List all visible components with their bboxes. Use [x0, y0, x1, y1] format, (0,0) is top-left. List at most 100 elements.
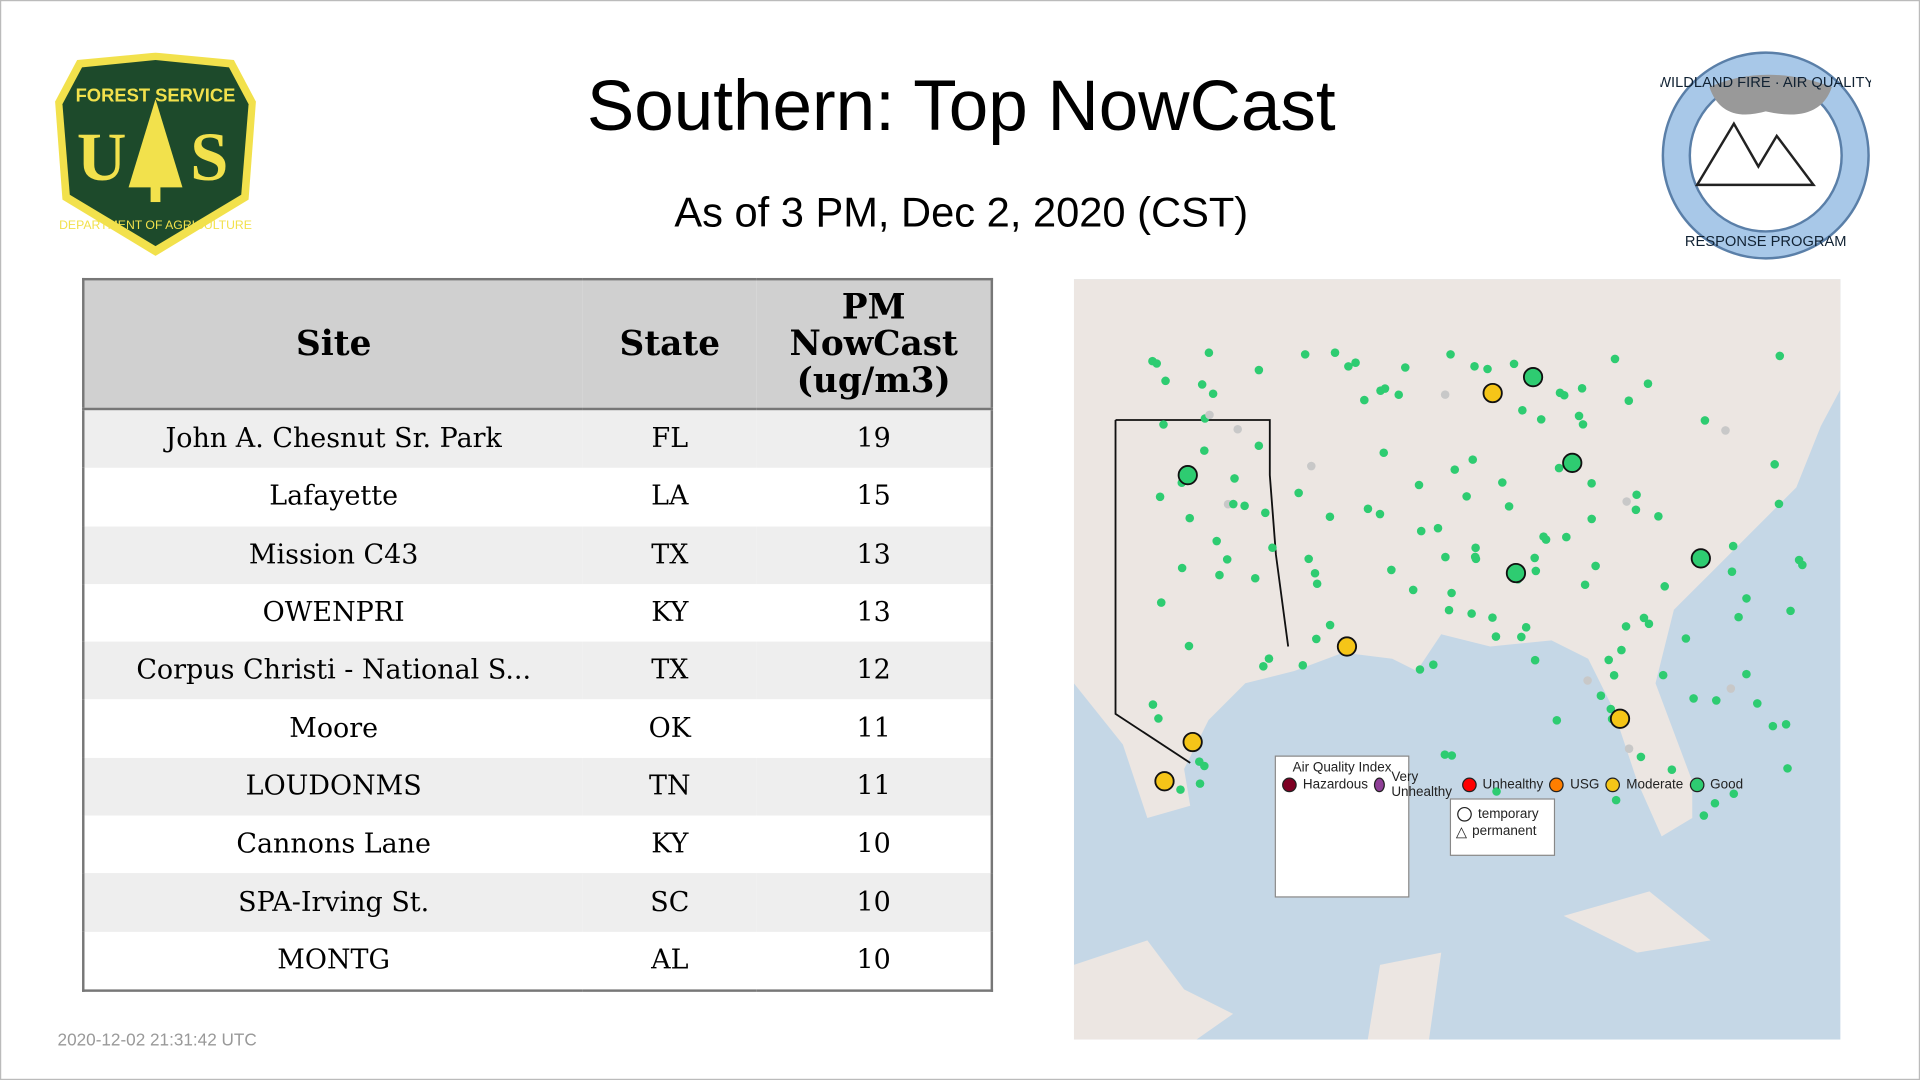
- monitor-marker[interactable]: [1624, 744, 1634, 753]
- monitor-marker[interactable]: [1415, 665, 1425, 674]
- monitor-marker[interactable]: [1596, 691, 1606, 700]
- monitor-marker[interactable]: [1215, 570, 1224, 580]
- monitor-marker[interactable]: [1539, 532, 1548, 541]
- monitor-marker[interactable]: [1726, 684, 1736, 693]
- monitor-marker[interactable]: [1631, 505, 1641, 515]
- monitor-marker[interactable]: [1154, 714, 1163, 723]
- monitor-marker[interactable]: [1325, 512, 1335, 522]
- monitor-marker[interactable]: [1414, 480, 1424, 490]
- monitor-marker[interactable]: [1488, 613, 1497, 622]
- monitor-marker[interactable]: [1230, 474, 1239, 483]
- monitor-marker[interactable]: [1498, 478, 1507, 487]
- monitor-marker[interactable]: [1229, 499, 1238, 509]
- monitor-marker[interactable]: [1742, 594, 1751, 603]
- monitor-marker[interactable]: [1200, 761, 1209, 771]
- monitor-marker[interactable]: [1408, 585, 1418, 595]
- monitor-marker[interactable]: [1559, 390, 1569, 400]
- top-site-marker[interactable]: [1177, 465, 1198, 486]
- monitor-marker[interactable]: [1148, 700, 1158, 709]
- monitor-marker[interactable]: [1609, 671, 1619, 680]
- monitor-marker[interactable]: [1689, 694, 1698, 703]
- top-site-marker[interactable]: [1690, 548, 1711, 569]
- monitor-marker[interactable]: [1728, 541, 1738, 551]
- monitor-marker[interactable]: [1660, 582, 1670, 591]
- monitor-marker[interactable]: [1254, 365, 1264, 375]
- top-site-marker[interactable]: [1336, 636, 1358, 657]
- monitor-marker[interactable]: [1552, 716, 1562, 725]
- monitor-marker[interactable]: [1450, 465, 1460, 474]
- monitor-marker[interactable]: [1205, 410, 1214, 420]
- monitor-marker[interactable]: [1310, 568, 1320, 578]
- monitor-marker[interactable]: [1644, 619, 1654, 629]
- monitor-marker[interactable]: [1654, 512, 1663, 521]
- top-site-marker[interactable]: [1154, 771, 1175, 792]
- monitor-marker[interactable]: [1509, 359, 1519, 369]
- monitor-marker[interactable]: [1667, 765, 1677, 774]
- monitor-marker[interactable]: [1639, 613, 1649, 623]
- monitor-marker[interactable]: [1208, 389, 1218, 399]
- monitor-marker[interactable]: [1483, 364, 1492, 374]
- monitor-marker[interactable]: [1710, 798, 1720, 808]
- monitor-marker[interactable]: [1536, 415, 1546, 424]
- monitor-marker[interactable]: [1184, 641, 1194, 651]
- monitor-marker[interactable]: [1580, 580, 1590, 590]
- monitor-marker[interactable]: [1700, 416, 1710, 425]
- monitor-marker[interactable]: [1591, 561, 1600, 571]
- monitor-marker[interactable]: [1312, 634, 1321, 644]
- top-site-marker[interactable]: [1562, 452, 1583, 473]
- monitor-marker[interactable]: [1360, 395, 1369, 405]
- top-site-marker[interactable]: [1505, 562, 1527, 584]
- monitor-marker[interactable]: [1268, 543, 1277, 553]
- monitor-marker[interactable]: [1176, 785, 1185, 794]
- monitor-marker[interactable]: [1721, 426, 1730, 435]
- top-site-marker[interactable]: [1182, 731, 1203, 753]
- monitor-marker[interactable]: [1775, 351, 1785, 361]
- monitor-marker[interactable]: [1416, 526, 1426, 536]
- monitor-marker[interactable]: [1562, 532, 1571, 542]
- monitor-marker[interactable]: [1643, 379, 1653, 388]
- monitor-marker[interactable]: [1325, 620, 1335, 630]
- monitor-marker[interactable]: [1624, 396, 1634, 405]
- monitor-marker[interactable]: [1376, 386, 1385, 395]
- monitor-marker[interactable]: [1294, 488, 1303, 498]
- monitor-marker[interactable]: [1658, 670, 1668, 680]
- monitor-marker[interactable]: [1185, 513, 1195, 523]
- monitor-marker[interactable]: [1440, 750, 1450, 759]
- monitor-marker[interactable]: [1447, 751, 1457, 760]
- monitor-marker[interactable]: [1444, 605, 1454, 615]
- monitor-marker[interactable]: [1440, 390, 1450, 399]
- monitor-marker[interactable]: [1583, 676, 1592, 685]
- monitor-marker[interactable]: [1587, 479, 1596, 488]
- monitor-marker[interactable]: [1632, 490, 1641, 500]
- monitor-marker[interactable]: [1617, 645, 1626, 655]
- monitor-marker[interactable]: [1604, 655, 1613, 665]
- monitor-marker[interactable]: [1152, 359, 1162, 368]
- monitor-marker[interactable]: [1729, 789, 1739, 799]
- monitor-marker[interactable]: [1298, 661, 1308, 670]
- monitor-marker[interactable]: [1530, 655, 1540, 665]
- monitor-marker[interactable]: [1387, 565, 1396, 575]
- monitor-marker[interactable]: [1577, 384, 1587, 393]
- top-site-marker[interactable]: [1522, 367, 1544, 388]
- monitor-marker[interactable]: [1351, 358, 1360, 367]
- monitor-marker[interactable]: [1531, 566, 1541, 576]
- monitor-marker[interactable]: [1742, 669, 1751, 679]
- monitor-marker[interactable]: [1574, 411, 1584, 421]
- monitor-marker[interactable]: [1304, 554, 1313, 564]
- monitor-marker[interactable]: [1517, 632, 1526, 642]
- monitor-marker[interactable]: [1781, 720, 1791, 729]
- air-quality-map[interactable]: [1073, 279, 1841, 1040]
- monitor-marker[interactable]: [1470, 362, 1479, 371]
- monitor-marker[interactable]: [1727, 567, 1737, 576]
- monitor-marker[interactable]: [1204, 348, 1214, 358]
- monitor-marker[interactable]: [1264, 654, 1274, 663]
- monitor-marker[interactable]: [1177, 563, 1187, 573]
- monitor-marker[interactable]: [1611, 795, 1621, 805]
- monitor-marker[interactable]: [1554, 463, 1564, 473]
- monitor-marker[interactable]: [1330, 348, 1340, 357]
- monitor-marker[interactable]: [1621, 622, 1631, 631]
- monitor-marker[interactable]: [1344, 362, 1353, 371]
- monitor-marker[interactable]: [1300, 350, 1310, 359]
- monitor-marker[interactable]: [1606, 704, 1616, 714]
- monitor-marker[interactable]: [1156, 598, 1166, 607]
